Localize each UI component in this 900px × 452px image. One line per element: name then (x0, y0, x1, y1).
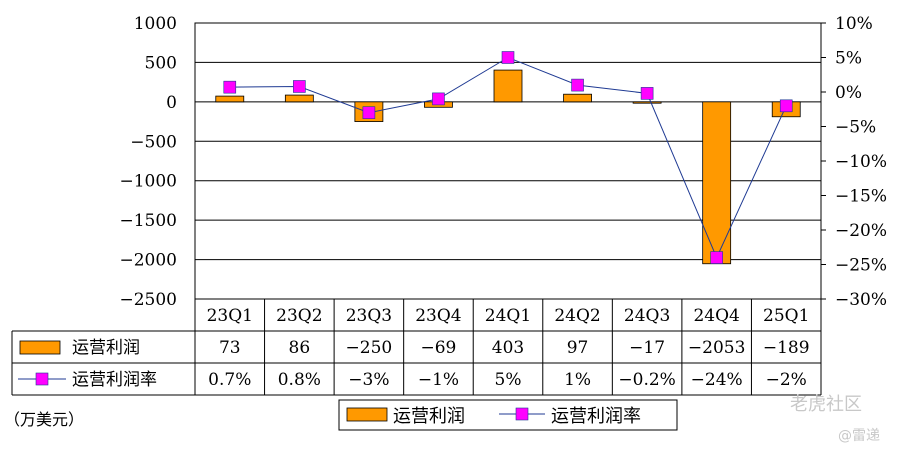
table-cell: −2053 (688, 338, 746, 358)
legend-box (338, 399, 678, 431)
left-axis-ticks: 1000 500 0 −500 −1000 −1500 −2000 −2500 (119, 14, 177, 310)
right-tick-label: −10% (835, 152, 887, 172)
table-row-label: 运营利润 (72, 338, 140, 358)
right-tick-label: −25% (835, 256, 887, 276)
table-cell: 97 (567, 338, 589, 358)
rate-marker (710, 251, 723, 264)
right-tick-label: −15% (835, 187, 887, 207)
table-cell: −17 (629, 338, 665, 358)
left-tick-label: 1000 (134, 14, 177, 34)
right-tick-label: −30% (835, 290, 887, 310)
table-cell: 73 (219, 338, 241, 358)
bar (702, 101, 732, 265)
rate-marker (432, 92, 445, 106)
legend-bar-label: 运营利润 (393, 406, 465, 427)
legend-line-marker (515, 407, 529, 421)
watermark-sub: @雷递 (838, 428, 880, 444)
category-label: 24Q1 (485, 306, 531, 326)
table-cell: 0.8% (278, 370, 321, 390)
left-tick-label: −1500 (119, 211, 177, 231)
right-tick-label: −5% (835, 118, 876, 138)
table-row-label: 运营利润率 (72, 370, 157, 390)
table-cell: −69 (420, 338, 456, 358)
table-cell: −24% (691, 370, 743, 390)
table-cell: −2% (766, 370, 807, 390)
table-cell: 1% (564, 370, 591, 390)
left-tick-label: −500 (130, 132, 177, 152)
category-label: 23Q3 (346, 306, 392, 326)
right-tick-label: 10% (835, 14, 873, 34)
left-tick-label: 500 (145, 53, 177, 73)
right-tick-label: −20% (835, 221, 887, 241)
watermark-main: 老虎社区 (790, 394, 862, 415)
category-label: 23Q1 (207, 306, 253, 326)
right-tick-label: 0% (835, 83, 862, 103)
table-cell: −189 (763, 338, 810, 358)
legend-line-label: 运营利润率 (551, 406, 641, 427)
table-cell: 5% (495, 370, 522, 390)
data-table: 23Q1 23Q2 23Q3 23Q4 24Q1 24Q2 24Q3 24Q4 25Q1 运营利润… (11, 299, 822, 396)
table-cell: 0.7% (208, 370, 251, 390)
table-key-marker (35, 372, 49, 386)
rate-marker (362, 106, 376, 119)
rate-marker (571, 78, 584, 92)
category-label: 24Q4 (693, 306, 739, 326)
bar (215, 95, 245, 103)
left-tick-label: −2000 (119, 251, 177, 271)
category-label: 24Q2 (554, 306, 600, 326)
rate-marker (293, 80, 306, 93)
rate-markers (223, 51, 793, 264)
category-label: 23Q2 (276, 306, 322, 326)
category-label: 24Q3 (624, 306, 670, 326)
rate-marker (223, 80, 237, 94)
right-tick-label: 5% (835, 49, 862, 69)
legend: 运营利润 运营利润率 (338, 399, 678, 431)
left-tick-label: −2500 (119, 290, 177, 310)
bar (493, 69, 523, 103)
rate-marker (501, 51, 515, 64)
rate-marker (640, 87, 654, 100)
table-cell: −1% (418, 370, 459, 390)
table-cell: 403 (492, 338, 524, 358)
table-cell: 86 (289, 338, 311, 358)
left-tick-label: −1000 (119, 172, 177, 192)
bar (632, 101, 662, 104)
right-axis-ticks: 10% 5% 0% −5% −10% −15% −20% −25% −30% (821, 14, 887, 310)
category-label: 23Q4 (415, 306, 461, 326)
category-label: 25Q1 (763, 306, 809, 326)
bar (563, 93, 592, 103)
left-tick-label: 0 (166, 93, 177, 113)
rate-marker (779, 99, 793, 113)
bar (284, 94, 314, 103)
unit-label: （万美元） (4, 410, 84, 429)
table-cell: −0.2% (618, 370, 675, 390)
table-cell: −250 (346, 338, 393, 358)
legend-bar-swatch (346, 407, 388, 422)
table-cell: −3% (348, 370, 389, 390)
table-key-bar (19, 340, 61, 355)
